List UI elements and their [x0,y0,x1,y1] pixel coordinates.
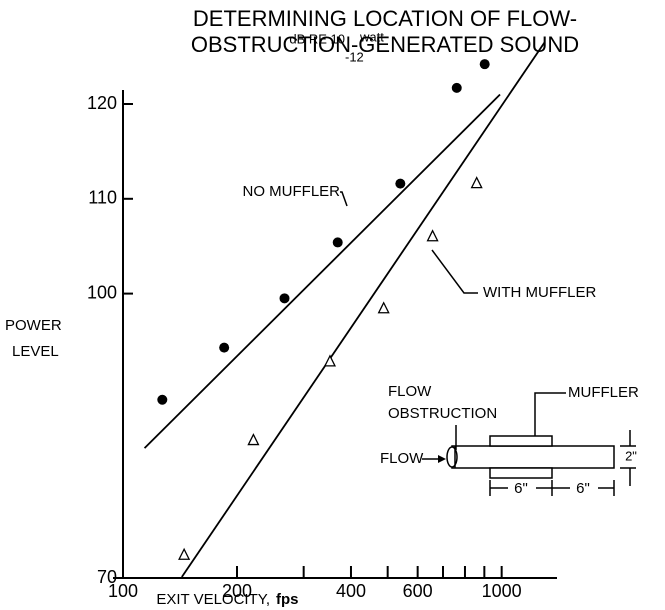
leader-line [431,249,478,294]
inset-label: OBSTRUCTION [388,405,497,422]
x-tick-label: 1000 [482,581,522,601]
data-point [377,301,390,314]
data-point [451,82,462,93]
y-unit: watt [359,29,384,44]
y-tick-label: 100 [87,282,117,302]
x-unit: fps [276,591,299,608]
inset-label: 6" [514,480,528,497]
inset-label: MUFFLER [568,384,639,401]
inset-label: FLOW [388,383,432,400]
chart-title: DETERMINING LOCATION OF FLOW- [193,6,577,31]
annotation: WITH MUFFLER [483,284,596,301]
y-tick-label: 120 [87,93,117,113]
arrow-head [438,455,446,463]
chart-title: OBSTRUCTION-GENERATED SOUND [191,32,579,57]
fit-line [143,93,501,449]
data-point [470,176,483,189]
data-point [426,229,439,242]
inset-label: FLOW [380,450,424,467]
label-bg [570,480,598,496]
y-tick-label: 110 [88,188,117,208]
data-point [247,433,260,446]
fit-line [181,41,546,578]
y-tick-label: 70 [97,567,117,587]
inset-label: 2" [625,448,637,463]
muffler [489,467,553,479]
data-point [219,342,230,353]
data-point [479,59,490,70]
data-point [279,293,290,304]
x-tick-label: 600 [403,581,433,601]
pipe [451,445,615,469]
data-point [157,394,168,405]
data-point [395,178,406,189]
label-bg [508,480,536,496]
data-point [332,237,343,248]
x-tick-label: 200 [222,581,252,601]
inset-label: 6" [576,480,590,497]
inset: FLOW OBSTRUCTION MUFFLER FLOW 6" 6" 2" [380,383,639,497]
y-label: LEVEL [12,343,59,360]
x-tick-label: 100 [108,581,138,601]
y-label: POWER [5,317,62,334]
x-label: EXIT VELOCITY, [156,591,270,608]
muffler [489,435,553,447]
data-point [323,354,337,367]
leader-line [534,392,566,436]
data-point [178,547,191,560]
y-unit: -12 [345,49,364,64]
x-tick-label: 400 [336,581,366,601]
leader-line [340,191,348,207]
y-unit: dB RE 10 [289,31,345,46]
annotation: NO MUFFLER [243,183,341,200]
